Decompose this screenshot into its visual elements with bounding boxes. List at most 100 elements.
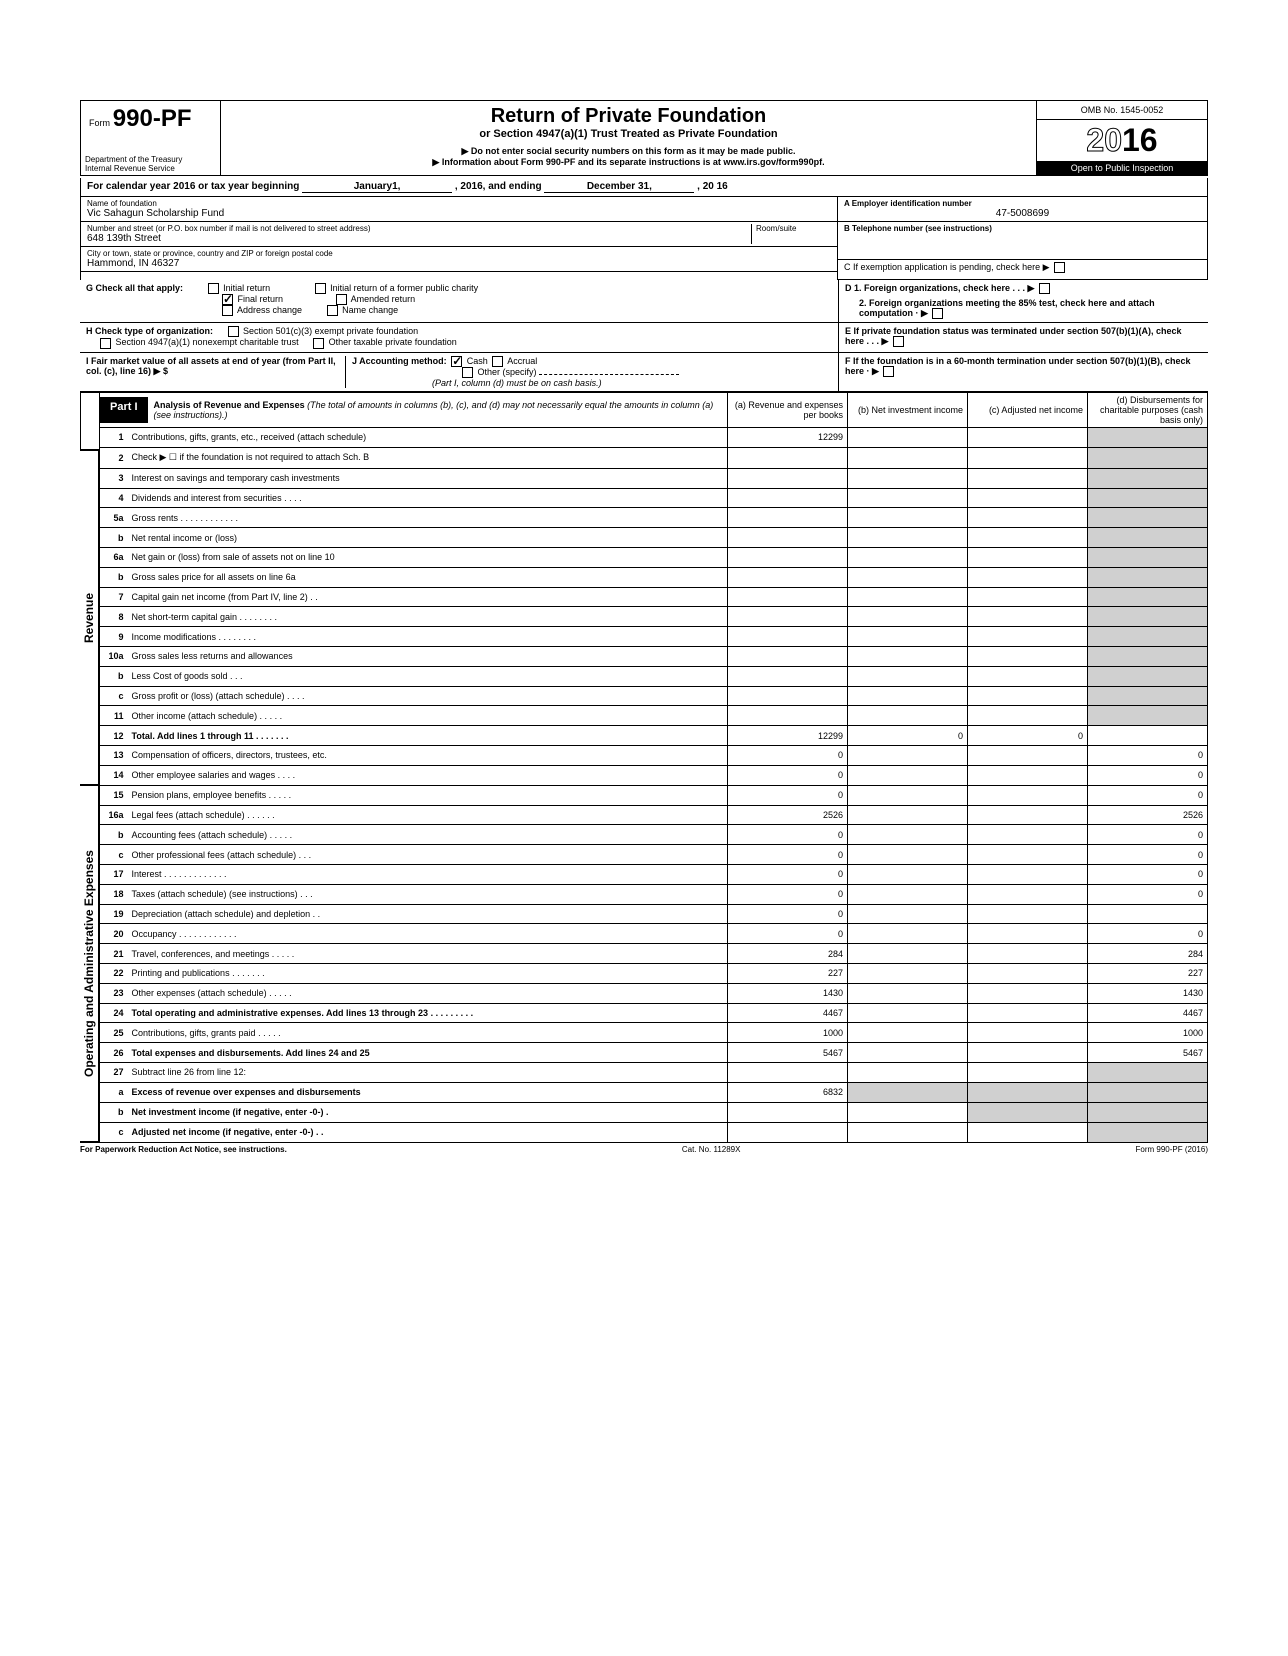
- e-checkbox[interactable]: [893, 336, 904, 347]
- line-value-c[interactable]: [968, 587, 1088, 607]
- line-value-d[interactable]: 2526: [1088, 805, 1208, 825]
- line-value-b[interactable]: [848, 904, 968, 924]
- line-value-d[interactable]: 1430: [1088, 983, 1208, 1003]
- line-value-d[interactable]: 284: [1088, 944, 1208, 964]
- foundation-name[interactable]: Vic Sahagun Scholarship Fund: [87, 208, 831, 219]
- line-value-b[interactable]: [848, 845, 968, 865]
- j-other-input[interactable]: [539, 374, 679, 375]
- line-value-b[interactable]: [848, 528, 968, 548]
- line-value-d[interactable]: [1088, 647, 1208, 667]
- line-value-a[interactable]: 12299: [728, 726, 848, 746]
- line-value-a[interactable]: 0: [728, 765, 848, 785]
- line-value-c[interactable]: [968, 746, 1088, 766]
- line-value-b[interactable]: [848, 924, 968, 944]
- line-value-a[interactable]: 0: [728, 746, 848, 766]
- line-value-d[interactable]: [1088, 468, 1208, 488]
- line-value-c[interactable]: [968, 864, 1088, 884]
- line-value-b[interactable]: [848, 746, 968, 766]
- line-value-c[interactable]: [968, 1102, 1088, 1122]
- line-value-c[interactable]: [968, 427, 1088, 447]
- line-value-a[interactable]: 12299: [728, 427, 848, 447]
- line-value-a[interactable]: [728, 686, 848, 706]
- line-value-d[interactable]: 0: [1088, 746, 1208, 766]
- line-value-d[interactable]: [1088, 1122, 1208, 1142]
- line-value-d[interactable]: [1088, 447, 1208, 468]
- line-value-a[interactable]: [728, 647, 848, 667]
- line-value-c[interactable]: 0: [968, 726, 1088, 746]
- line-value-d[interactable]: 0: [1088, 864, 1208, 884]
- line-value-c[interactable]: [968, 825, 1088, 845]
- line-value-c[interactable]: [968, 1043, 1088, 1063]
- line-value-b[interactable]: [848, 666, 968, 686]
- j-accrual-checkbox[interactable]: [492, 356, 503, 367]
- line-value-b[interactable]: [848, 607, 968, 627]
- line-value-b[interactable]: [848, 825, 968, 845]
- line-value-d[interactable]: [1088, 607, 1208, 627]
- line-value-c[interactable]: [968, 904, 1088, 924]
- line-value-c[interactable]: [968, 1063, 1088, 1083]
- line-value-b[interactable]: [848, 547, 968, 567]
- line-value-c[interactable]: [968, 1023, 1088, 1043]
- line-value-d[interactable]: 5467: [1088, 1043, 1208, 1063]
- line-value-b[interactable]: [848, 1122, 968, 1142]
- line-value-a[interactable]: 2526: [728, 805, 848, 825]
- line-value-a[interactable]: 1430: [728, 983, 848, 1003]
- line-value-b[interactable]: [848, 627, 968, 647]
- line-value-a[interactable]: 284: [728, 944, 848, 964]
- line-value-d[interactable]: [1088, 528, 1208, 548]
- line-value-b[interactable]: [848, 488, 968, 508]
- foundation-city[interactable]: Hammond, IN 46327: [87, 258, 831, 269]
- line-value-b[interactable]: [848, 805, 968, 825]
- line-value-a[interactable]: 1000: [728, 1023, 848, 1043]
- line-value-d[interactable]: [1088, 567, 1208, 587]
- line-value-c[interactable]: [968, 686, 1088, 706]
- g-initial-former-checkbox[interactable]: [315, 283, 326, 294]
- line-value-d[interactable]: 4467: [1088, 1003, 1208, 1023]
- line-value-d[interactable]: [1088, 427, 1208, 447]
- line-value-a[interactable]: [728, 1122, 848, 1142]
- line-value-a[interactable]: 5467: [728, 1043, 848, 1063]
- line-value-a[interactable]: [728, 627, 848, 647]
- line-value-a[interactable]: [728, 508, 848, 528]
- line-value-d[interactable]: 0: [1088, 845, 1208, 865]
- line-value-c[interactable]: [968, 1003, 1088, 1023]
- line-value-b[interactable]: [848, 1082, 968, 1102]
- g-address-checkbox[interactable]: [222, 305, 233, 316]
- line-value-a[interactable]: [728, 468, 848, 488]
- line-value-c[interactable]: [968, 785, 1088, 805]
- line-value-a[interactable]: 4467: [728, 1003, 848, 1023]
- line-value-a[interactable]: 0: [728, 845, 848, 865]
- line-value-b[interactable]: [848, 587, 968, 607]
- line-value-c[interactable]: [968, 567, 1088, 587]
- line-value-b[interactable]: [848, 647, 968, 667]
- g-initial-checkbox[interactable]: [208, 283, 219, 294]
- line-value-b[interactable]: [848, 706, 968, 726]
- line-value-c[interactable]: [968, 607, 1088, 627]
- line-value-a[interactable]: [728, 547, 848, 567]
- line-value-c[interactable]: [968, 647, 1088, 667]
- line-value-b[interactable]: [848, 964, 968, 984]
- line-value-c[interactable]: [968, 983, 1088, 1003]
- line-value-b[interactable]: [848, 884, 968, 904]
- line-value-a[interactable]: 0: [728, 825, 848, 845]
- calendar-beginning[interactable]: January1,: [302, 181, 452, 193]
- line-value-a[interactable]: [728, 447, 848, 468]
- j-cash-checkbox[interactable]: [451, 356, 462, 367]
- line-value-d[interactable]: [1088, 547, 1208, 567]
- line-value-c[interactable]: [968, 528, 1088, 548]
- line-value-d[interactable]: [1088, 726, 1208, 746]
- line-value-b[interactable]: [848, 983, 968, 1003]
- line-value-c[interactable]: [968, 706, 1088, 726]
- line-value-b[interactable]: [848, 1063, 968, 1083]
- line-value-b[interactable]: [848, 567, 968, 587]
- line-value-a[interactable]: [728, 488, 848, 508]
- line-value-c[interactable]: [968, 447, 1088, 468]
- line-value-a[interactable]: [728, 587, 848, 607]
- line-value-c[interactable]: [968, 884, 1088, 904]
- line-value-c[interactable]: [968, 1082, 1088, 1102]
- line-value-b[interactable]: [848, 1003, 968, 1023]
- calendar-ending[interactable]: December 31,: [544, 181, 694, 193]
- h-501c3-checkbox[interactable]: [228, 326, 239, 337]
- line-value-a[interactable]: [728, 607, 848, 627]
- line-value-d[interactable]: 0: [1088, 785, 1208, 805]
